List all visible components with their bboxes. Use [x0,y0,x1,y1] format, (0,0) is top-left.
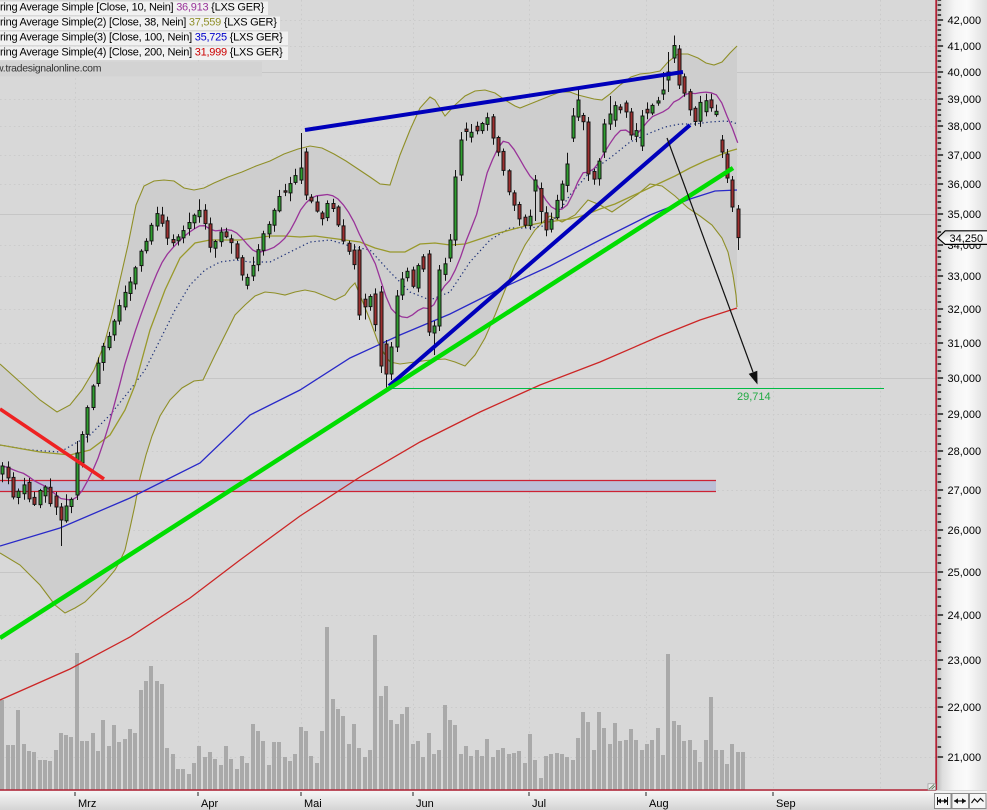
svg-text:w.tradesignalonline.com: w.tradesignalonline.com [0,63,102,75]
svg-text:Apr: Apr [201,798,218,810]
svg-text:31,000: 31,000 [948,338,982,350]
svg-text:Aug: Aug [649,798,669,810]
svg-text:25,000: 25,000 [948,567,982,579]
svg-text:23,000: 23,000 [948,655,982,667]
svg-text:27,000: 27,000 [948,485,982,497]
svg-text:21,000: 21,000 [948,752,982,764]
svg-text:24,000: 24,000 [948,610,982,622]
svg-text:Sep: Sep [776,798,796,810]
svg-text:39,000: 39,000 [948,94,982,106]
svg-text:41,000: 41,000 [948,41,982,53]
svg-text:32,000: 32,000 [948,304,982,316]
svg-text:35,000: 35,000 [948,209,982,221]
svg-text:29,714: 29,714 [737,391,771,403]
svg-text:Jun: Jun [416,798,434,810]
svg-text:ring Average Simple(2) [Close,: ring Average Simple(2) [Close, 38, Nein]… [0,17,277,29]
svg-text:ring Average Simple [Close, 10: ring Average Simple [Close, 10, Nein] 36… [0,2,265,14]
svg-text:29,000: 29,000 [948,409,982,421]
svg-text:Mai: Mai [304,798,322,810]
svg-text:Jul: Jul [532,798,546,810]
svg-text:22,000: 22,000 [948,702,982,714]
svg-text:26,000: 26,000 [948,525,982,537]
svg-text:38,000: 38,000 [948,121,982,133]
svg-text:33,000: 33,000 [948,271,982,283]
svg-text:30,000: 30,000 [948,373,982,385]
svg-text:ring Average Simple(4) [Close,: ring Average Simple(4) [Close, 200, Nein… [0,47,283,59]
svg-text:ring Average Simple(3) [Close,: ring Average Simple(3) [Close, 100, Nein… [0,32,283,44]
svg-text:40,000: 40,000 [948,67,982,79]
svg-text:37,000: 37,000 [948,150,982,162]
svg-text:34,250: 34,250 [950,233,984,245]
svg-text:28,000: 28,000 [948,446,982,458]
svg-text:42,000: 42,000 [948,15,982,27]
svg-text:36,000: 36,000 [948,179,982,191]
svg-text:Mrz: Mrz [78,798,96,810]
